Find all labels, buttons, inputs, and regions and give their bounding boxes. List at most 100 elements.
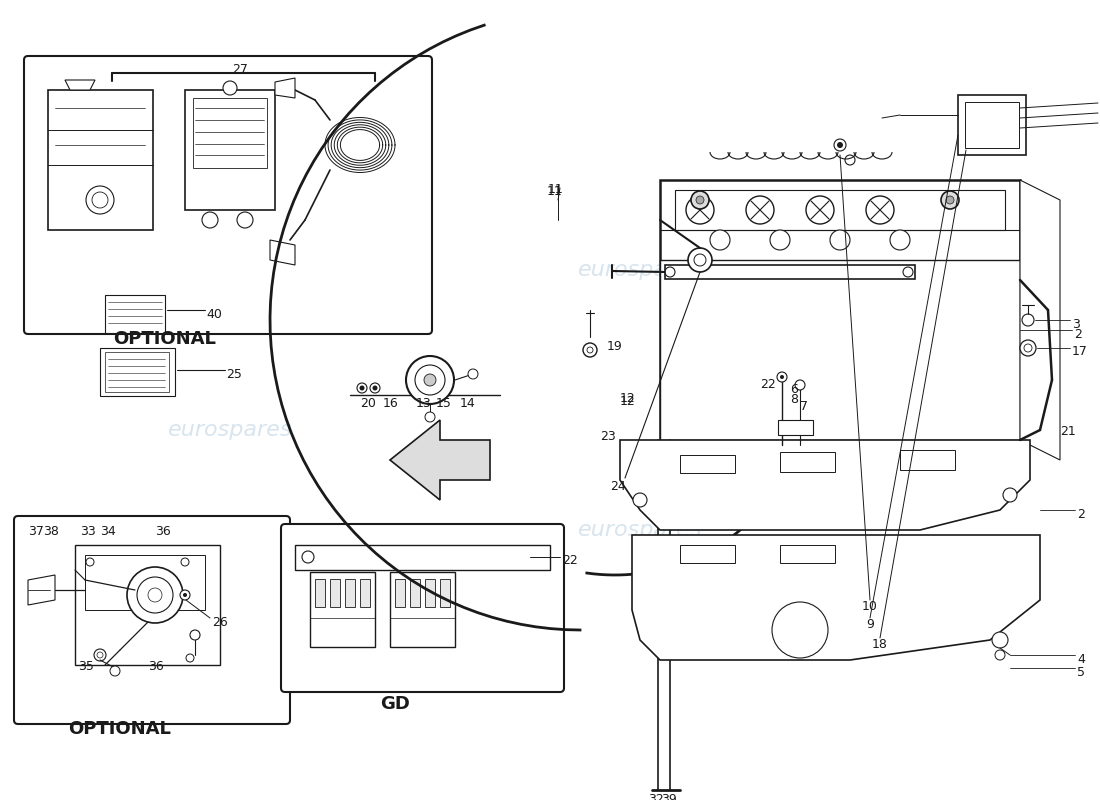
Bar bbox=[185, 90, 275, 210]
Circle shape bbox=[694, 254, 706, 266]
Text: 24: 24 bbox=[610, 480, 626, 493]
Circle shape bbox=[890, 230, 910, 250]
Text: 21: 21 bbox=[1060, 425, 1076, 438]
Bar bbox=[660, 180, 1020, 440]
Text: 34: 34 bbox=[100, 525, 116, 538]
Circle shape bbox=[691, 191, 710, 209]
Text: 39: 39 bbox=[661, 793, 676, 800]
Bar bbox=[330, 579, 340, 607]
Text: 27: 27 bbox=[232, 63, 248, 76]
Text: 22: 22 bbox=[562, 554, 578, 567]
Circle shape bbox=[686, 196, 714, 224]
Bar bbox=[425, 579, 435, 607]
Text: 25: 25 bbox=[226, 368, 242, 381]
Text: 33: 33 bbox=[80, 525, 96, 538]
Text: 23: 23 bbox=[600, 430, 616, 443]
Circle shape bbox=[777, 372, 786, 382]
Bar bbox=[100, 348, 175, 396]
Text: 20: 20 bbox=[360, 397, 376, 410]
Circle shape bbox=[202, 212, 218, 228]
Circle shape bbox=[126, 567, 183, 623]
Text: OPTIONAL: OPTIONAL bbox=[113, 330, 217, 348]
Circle shape bbox=[186, 654, 194, 662]
Bar bbox=[395, 579, 405, 607]
Circle shape bbox=[1003, 488, 1018, 502]
Circle shape bbox=[302, 551, 313, 563]
Text: 18: 18 bbox=[872, 638, 888, 651]
Text: 40: 40 bbox=[206, 308, 222, 321]
Circle shape bbox=[834, 139, 846, 151]
Text: 19: 19 bbox=[607, 340, 623, 353]
Text: 15: 15 bbox=[436, 397, 452, 410]
Circle shape bbox=[583, 343, 597, 357]
Polygon shape bbox=[390, 420, 490, 500]
Bar bbox=[680, 545, 735, 563]
Text: GD: GD bbox=[381, 695, 410, 713]
Circle shape bbox=[358, 383, 367, 393]
Text: 3: 3 bbox=[1072, 318, 1080, 331]
Text: 17: 17 bbox=[1072, 345, 1088, 358]
Circle shape bbox=[688, 248, 712, 272]
Bar bbox=[958, 95, 1026, 155]
Circle shape bbox=[373, 386, 377, 390]
Text: 26: 26 bbox=[212, 616, 228, 629]
Text: eurospares: eurospares bbox=[167, 260, 293, 280]
Text: 12: 12 bbox=[620, 392, 636, 405]
Circle shape bbox=[110, 666, 120, 676]
Circle shape bbox=[770, 230, 790, 250]
Circle shape bbox=[94, 649, 106, 661]
Text: 35: 35 bbox=[78, 660, 94, 673]
Bar bbox=[440, 579, 450, 607]
Bar bbox=[360, 579, 370, 607]
Circle shape bbox=[940, 191, 959, 209]
Circle shape bbox=[830, 230, 850, 250]
Text: 38: 38 bbox=[43, 525, 59, 538]
Text: 10: 10 bbox=[862, 600, 878, 613]
Circle shape bbox=[746, 196, 774, 224]
Bar bbox=[900, 450, 955, 470]
Text: 32: 32 bbox=[648, 793, 663, 800]
Polygon shape bbox=[632, 535, 1040, 660]
Circle shape bbox=[632, 493, 647, 507]
Bar bbox=[390, 572, 455, 647]
Circle shape bbox=[772, 602, 828, 658]
Bar bbox=[310, 572, 375, 647]
Bar bbox=[778, 420, 813, 435]
Text: 14: 14 bbox=[460, 397, 475, 410]
Text: 37: 37 bbox=[28, 525, 44, 538]
Bar bbox=[192, 98, 267, 168]
Circle shape bbox=[183, 593, 187, 597]
Text: 13: 13 bbox=[416, 397, 431, 410]
Polygon shape bbox=[65, 80, 95, 90]
Polygon shape bbox=[275, 78, 295, 98]
Circle shape bbox=[806, 196, 834, 224]
Bar bbox=[295, 545, 550, 570]
Bar bbox=[780, 452, 835, 472]
Text: 7: 7 bbox=[800, 400, 808, 413]
Circle shape bbox=[97, 652, 103, 658]
Bar bbox=[315, 579, 324, 607]
Circle shape bbox=[190, 630, 200, 640]
Circle shape bbox=[148, 588, 162, 602]
Circle shape bbox=[696, 196, 704, 204]
Circle shape bbox=[587, 347, 593, 353]
Polygon shape bbox=[1020, 180, 1060, 460]
Polygon shape bbox=[270, 240, 295, 265]
Text: 36: 36 bbox=[155, 525, 170, 538]
Circle shape bbox=[424, 374, 436, 386]
FancyBboxPatch shape bbox=[24, 56, 432, 334]
Circle shape bbox=[180, 590, 190, 600]
Bar bbox=[104, 295, 165, 333]
Bar bbox=[104, 352, 169, 392]
Circle shape bbox=[406, 356, 454, 404]
Circle shape bbox=[236, 212, 253, 228]
Bar bbox=[666, 265, 915, 279]
FancyBboxPatch shape bbox=[280, 524, 564, 692]
Bar bbox=[660, 260, 1020, 440]
Text: OPTIONAL: OPTIONAL bbox=[68, 720, 172, 738]
Bar bbox=[48, 90, 153, 230]
Text: 4: 4 bbox=[1077, 653, 1085, 666]
Text: 5: 5 bbox=[1077, 666, 1085, 679]
Circle shape bbox=[996, 650, 1005, 660]
Circle shape bbox=[468, 369, 478, 379]
